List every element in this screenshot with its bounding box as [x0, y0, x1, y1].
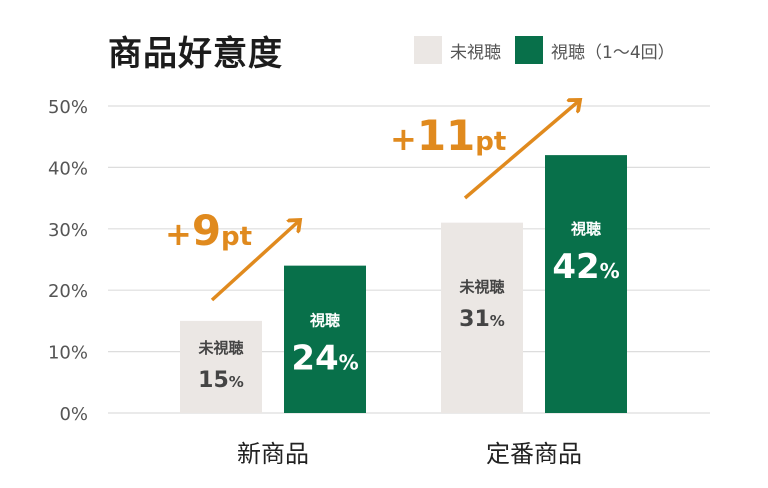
increase-arrow — [463, 100, 580, 200]
data-label: 31% — [459, 307, 505, 332]
increase-annotation: +11pt — [390, 111, 506, 160]
y-tick-label: 0% — [59, 404, 88, 425]
chart-title: 商品好意度 — [108, 34, 283, 74]
y-tick-label: 10% — [48, 343, 88, 364]
y-tick-label: 40% — [48, 158, 88, 179]
increase-arrow — [210, 220, 300, 302]
y-tick-label: 50% — [48, 97, 88, 118]
bar-watched — [284, 265, 366, 413]
legend: 未視聴 視聴（1〜4回） — [414, 36, 689, 64]
legend-swatch-unwatched — [414, 36, 442, 64]
legend-label-unwatched: 未視聴 — [450, 42, 501, 63]
y-tick-label: 20% — [48, 281, 88, 302]
legend-label-watched: 視聴（1〜4回） — [551, 42, 675, 63]
legend-item-unwatched: 未視聴 — [414, 36, 501, 64]
data-label: 15% — [198, 368, 244, 393]
y-tick-label: 30% — [48, 220, 88, 241]
legend-swatch-watched — [515, 36, 543, 64]
bar-caption: 視聴 — [570, 220, 601, 238]
data-label: 42% — [552, 247, 619, 287]
legend-item-watched: 視聴（1〜4回） — [515, 36, 675, 64]
bar-caption: 未視聴 — [458, 278, 504, 296]
bar-watched — [545, 155, 627, 413]
data-label: 24% — [291, 338, 358, 378]
x-category-label: 定番商品 — [486, 440, 582, 468]
x-category-label: 新商品 — [237, 440, 309, 468]
bar-caption: 視聴 — [309, 311, 340, 329]
increase-annotation: +9pt — [165, 206, 252, 255]
bar-caption: 未視聴 — [197, 339, 243, 357]
bar-unwatched — [180, 320, 262, 413]
bar-unwatched — [441, 222, 523, 413]
